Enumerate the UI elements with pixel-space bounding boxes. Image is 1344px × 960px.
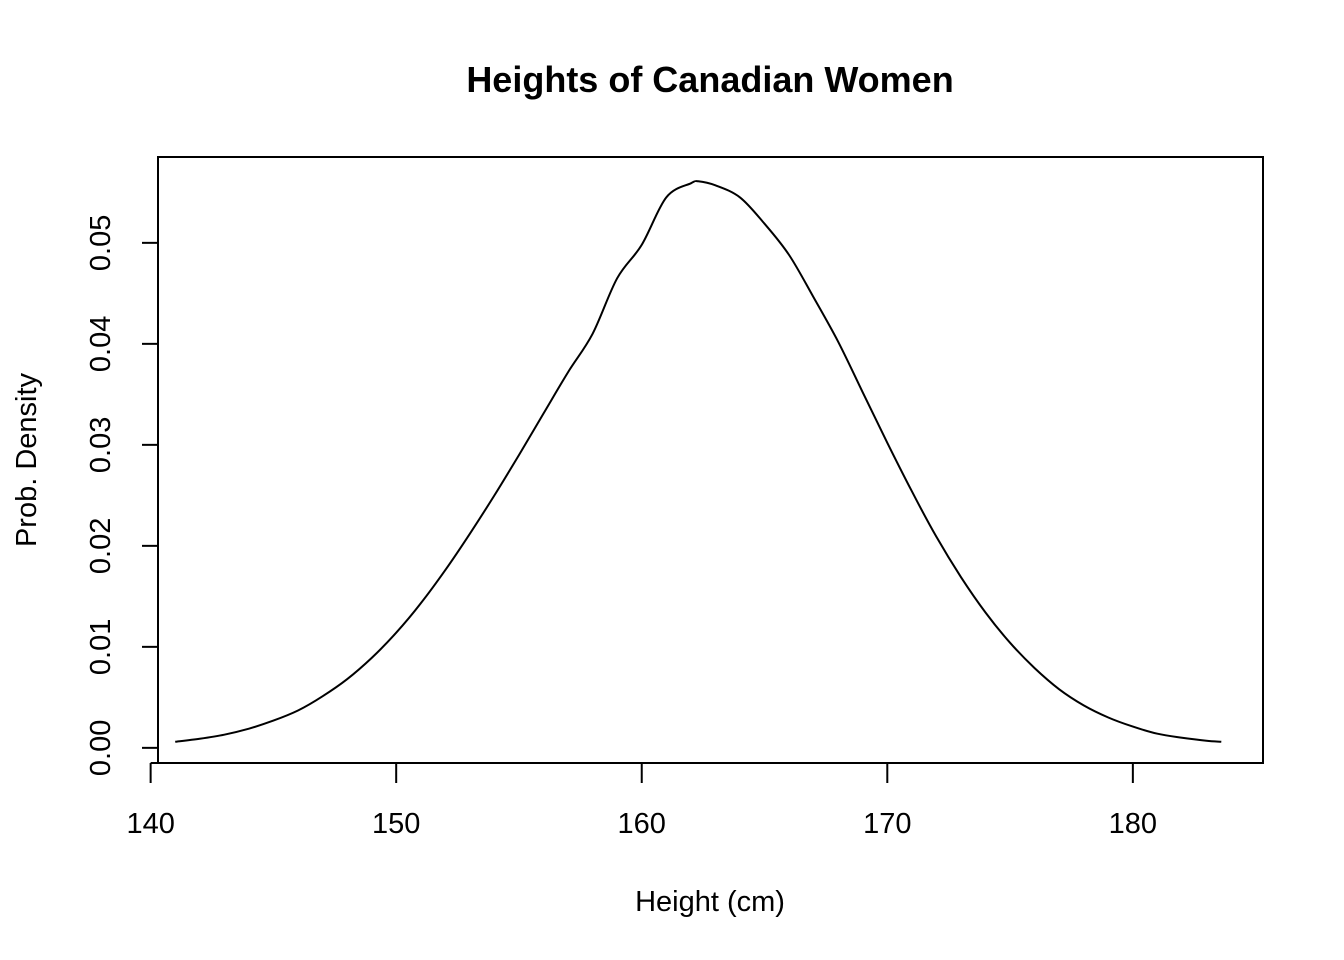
y-axis: 0.00 0.01 0.02 0.03 0.04 0.05 [85, 215, 159, 776]
plot-frame [157, 156, 1264, 764]
x-axis-label: Height (cm) [635, 886, 785, 918]
y-tick-label: 0.01 [85, 619, 117, 675]
x-axis: 140 150 160 170 180 [126, 762, 1157, 840]
x-tick-label: 170 [863, 808, 911, 840]
y-tick-label: 0.03 [85, 417, 117, 473]
y-axis-label: Prob. Density [11, 372, 43, 547]
x-tick-label: 140 [126, 808, 174, 840]
chart-title: Heights of Canadian Women [466, 59, 953, 100]
y-tick-label: 0.04 [85, 316, 117, 372]
y-tick-label: 0.00 [85, 720, 117, 776]
x-tick-label: 180 [1109, 808, 1157, 840]
y-tick-label: 0.05 [85, 215, 117, 271]
density-curve [175, 180, 1222, 743]
y-tick-label: 0.02 [85, 518, 117, 574]
x-tick-label: 160 [618, 808, 666, 840]
x-tick-label: 150 [372, 808, 420, 840]
